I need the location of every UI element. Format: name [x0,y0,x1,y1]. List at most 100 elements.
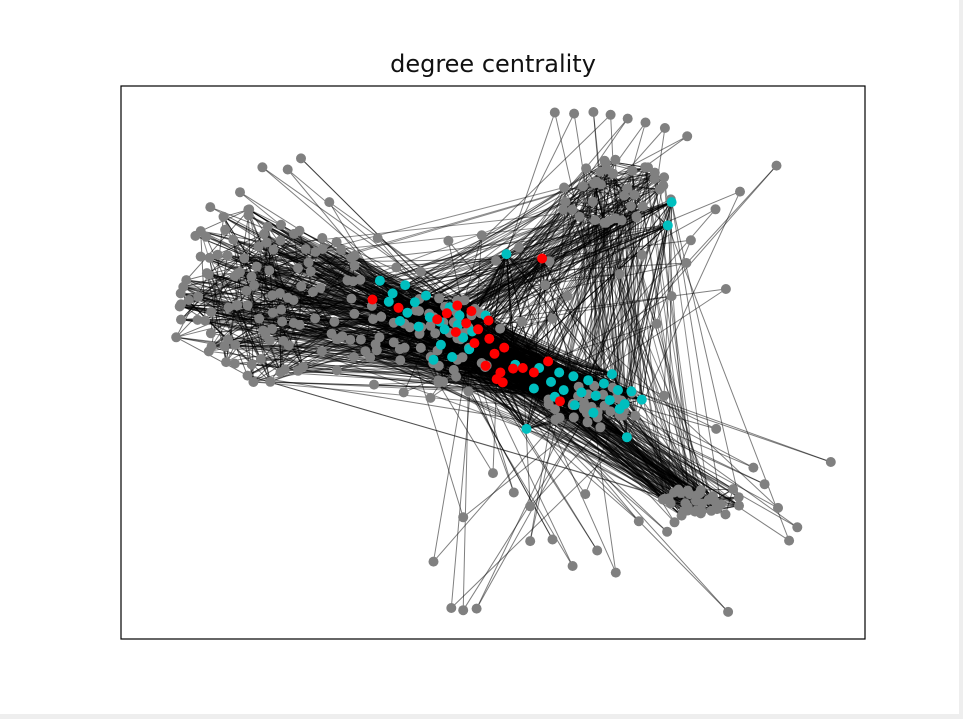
node-low-centrality [348,352,359,362]
node-low-centrality [249,280,260,291]
graph-edge [604,405,675,493]
graph-edge [283,340,701,493]
node-low-centrality [192,314,203,325]
graph-edge [621,220,665,499]
node-low-centrality [264,335,275,346]
graph-edge [627,188,660,190]
node-mid-centrality [588,407,599,418]
graph-edge [398,307,464,518]
chart-title: degree centrality [390,50,596,78]
node-high-centrality [489,348,500,359]
node-low-centrality [246,271,257,282]
node-mid-centrality [590,390,601,401]
graph-edge [571,209,636,416]
node-mid-centrality [666,197,677,208]
node-low-centrality [371,345,382,356]
graph-edge [476,395,597,609]
node-low-centrality [619,190,630,201]
node-high-centrality [491,374,502,385]
node-low-centrality [682,501,693,512]
node-high-centrality [480,360,491,371]
node-mid-centrality [636,394,647,405]
node-low-centrality [388,337,399,348]
node-low-centrality [491,255,501,266]
node-high-centrality [473,324,484,335]
node-low-centrality [300,244,311,255]
node-low-centrality [376,311,387,322]
node-low-centrality [346,293,357,304]
graph-edge [594,220,622,401]
graph-edge [563,187,718,506]
graph-edge [671,202,722,505]
node-low-centrality [622,113,633,124]
node-low-centrality [587,196,598,207]
node-low-centrality [567,204,578,215]
node-low-centrality [294,225,305,236]
node-low-centrality [331,237,342,247]
graph-edge [609,220,617,391]
node-low-centrality [331,365,342,376]
graph-edge [600,172,655,185]
graph-edge [315,216,637,253]
graph-edge [414,273,620,303]
node-low-centrality [355,334,366,345]
graph-edge [179,306,595,387]
node-high-centrality [517,363,528,373]
node-low-centrality [578,181,589,192]
graph-edge [407,253,507,314]
graph-edge [616,220,623,399]
node-low-centrality [232,300,243,311]
node-low-centrality [282,164,293,175]
node-low-centrality [204,252,215,263]
node-low-centrality [711,500,722,511]
node-low-centrality [190,230,201,241]
node-low-centrality [308,286,318,297]
node-high-centrality [466,306,477,317]
node-low-centrality [348,276,359,287]
node-low-centrality [631,211,642,222]
graph-edge [200,230,236,346]
node-low-centrality [629,189,640,200]
node-low-centrality [296,153,306,164]
node-low-centrality [283,340,294,351]
graph-edge [641,399,715,502]
node-low-centrality [471,603,482,614]
node-low-centrality [495,323,506,334]
node-mid-centrality [554,367,565,378]
graph-edge [653,178,697,501]
graph-edge [499,216,580,329]
node-low-centrality [267,290,278,301]
graph-edge [297,267,598,418]
graph-edge [438,365,633,394]
node-low-centrality [239,253,250,264]
node-low-centrality [242,300,253,311]
graph-edge [594,219,718,506]
graph-edge [488,224,669,321]
node-low-centrality [654,184,665,195]
graph-edge [347,279,550,405]
graph-edge [555,419,688,491]
node-low-centrality [254,313,265,324]
node-low-centrality [610,154,621,165]
graph-edge [266,242,664,501]
graph-edge [341,249,458,327]
node-low-centrality [659,123,670,133]
node-low-centrality [630,410,641,421]
node-low-centrality [759,479,770,490]
graph-edge [455,295,672,333]
graph-edge [302,160,605,368]
graph-edge [594,220,614,388]
node-low-centrality [720,284,731,294]
graph-edge [227,254,584,410]
node-low-centrality [643,162,653,173]
node-high-centrality [555,396,565,407]
node-low-centrality [261,237,272,248]
node-low-centrality [589,178,600,189]
node-low-centrality [171,332,182,343]
graph-edge [464,216,580,301]
node-low-centrality [183,295,194,305]
graph-edge [272,201,566,314]
node-low-centrality [590,215,600,226]
graph-edge [457,206,643,327]
